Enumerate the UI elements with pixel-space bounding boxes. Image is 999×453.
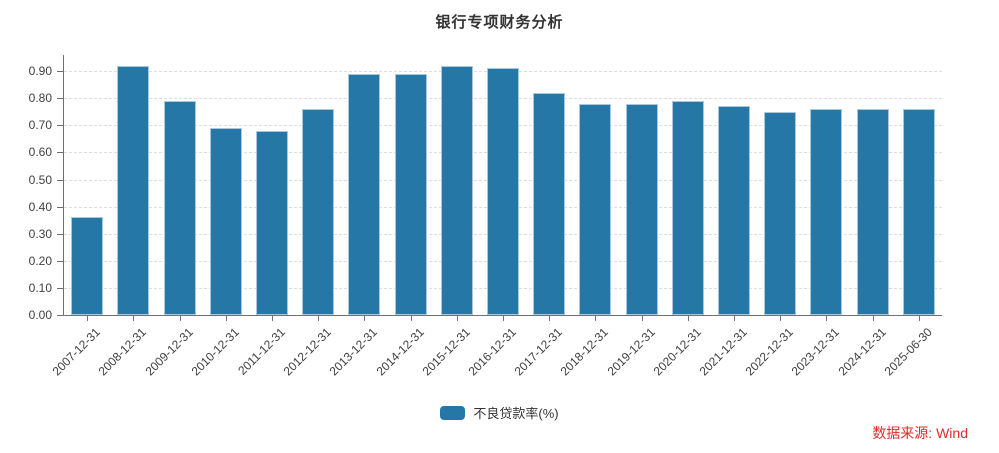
- x-axis-tick: [918, 316, 920, 321]
- x-axis-tick-label: 2009-12-31: [142, 325, 196, 379]
- data-source-label: 数据来源: Wind: [872, 425, 968, 441]
- bar-2019-12-31[interactable]: [625, 103, 658, 315]
- x-axis-tick: [595, 316, 597, 321]
- y-axis-tick-label: 0.40: [28, 199, 52, 214]
- bar-2013-12-31[interactable]: [348, 73, 381, 315]
- x-axis-tick-label: 2008-12-31: [95, 325, 150, 379]
- x-axis-tick-label: 2015-12-31: [419, 325, 473, 379]
- legend-swatch-icon: [440, 405, 466, 420]
- y-axis-tick: [57, 71, 63, 73]
- y-axis-tick-label: 0.90: [28, 64, 52, 79]
- y-axis-tick-label: 0.80: [28, 91, 52, 106]
- x-axis-tick: [549, 316, 551, 321]
- x-axis-tick-label: 2022-12-31: [742, 325, 797, 379]
- x-axis-tick-label: 2019-12-31: [604, 325, 658, 379]
- bar-2025-06-30[interactable]: [902, 109, 935, 315]
- x-axis-tick: [179, 316, 181, 321]
- x-axis-tick: [225, 316, 227, 321]
- x-axis-tick: [872, 316, 874, 321]
- bar-2016-12-31[interactable]: [487, 68, 519, 315]
- legend-label: 不良贷款率(%): [473, 406, 559, 421]
- x-axis-tick: [364, 316, 366, 321]
- bar-2007-12-31[interactable]: [71, 217, 104, 315]
- x-axis-tick: [734, 316, 736, 321]
- x-axis-tick: [133, 316, 135, 321]
- chart-title: 银行专项财务分析: [435, 14, 564, 31]
- x-axis-tick-label: 2007-12-31: [49, 325, 103, 379]
- y-axis-tick: [57, 233, 63, 235]
- y-axis-tick: [57, 98, 63, 100]
- y-axis-tick-label: 0.00: [28, 308, 52, 322]
- y-axis-tick: [57, 287, 63, 289]
- y-axis-tick: [57, 125, 63, 127]
- y-axis-tick: [57, 206, 63, 208]
- y-axis-tick: [57, 152, 63, 154]
- legend: 不良贷款率(%): [0, 403, 999, 422]
- bar-2011-12-31[interactable]: [255, 130, 288, 315]
- x-axis-tick: [318, 316, 320, 321]
- bar-2017-12-31[interactable]: [533, 92, 566, 315]
- x-axis-tick: [780, 316, 782, 321]
- plot-area: 0.00 0.10 0.20 0.30 0.40 0.50 0.60 0.70 0.80 0.90…: [29, 55, 942, 378]
- bar-2018-12-31[interactable]: [579, 103, 612, 315]
- x-axis-tick-label: 2018-12-31: [557, 325, 612, 379]
- x-axis-tick-label: 2023-12-31: [789, 325, 843, 379]
- x-axis-tick-label: 2025-06-30: [881, 325, 935, 379]
- y-axis-line: [63, 55, 64, 315]
- x-axis-line: [63, 315, 942, 316]
- x-axis-tick-label: 2013-12-31: [326, 325, 381, 379]
- y-axis-tick: [57, 179, 63, 181]
- bar-2024-12-31[interactable]: [856, 109, 889, 315]
- bar-2014-12-31[interactable]: [394, 73, 427, 315]
- x-axis-tick-label: 2020-12-31: [650, 325, 704, 379]
- x-axis-tick-label: 2011-12-31: [235, 325, 288, 378]
- y-axis-tick-label: 0.20: [28, 253, 52, 268]
- x-axis-tick: [271, 316, 273, 321]
- y-axis-tick-label: 0.70: [28, 118, 52, 133]
- bar-2023-12-31[interactable]: [810, 109, 843, 315]
- x-axis-tick-label: 2010-12-31: [188, 325, 242, 379]
- x-axis-tick-label: 2017-12-31: [511, 325, 566, 379]
- x-axis-tick-label: 2016-12-31: [465, 325, 519, 379]
- y-axis-tick: [57, 260, 63, 262]
- bar-2015-12-31[interactable]: [440, 65, 473, 315]
- x-axis-tick: [410, 316, 412, 321]
- x-axis-tick: [456, 316, 458, 321]
- y-axis-tick-label: 0.60: [28, 145, 52, 160]
- x-axis-tick-label: 2012-12-31: [280, 325, 335, 379]
- x-axis-tick: [687, 316, 689, 321]
- bar-2012-12-31[interactable]: [302, 109, 335, 315]
- y-axis-tick-label: 0.30: [28, 226, 52, 241]
- x-axis-tick: [826, 316, 828, 321]
- x-axis-tick: [503, 316, 504, 321]
- bar-2008-12-31[interactable]: [117, 65, 150, 315]
- bar-2020-12-31[interactable]: [671, 100, 704, 315]
- bar-2009-12-31[interactable]: [163, 100, 196, 315]
- x-axis-tick-label: 2024-12-31: [835, 325, 889, 379]
- bar-2022-12-31[interactable]: [764, 111, 797, 315]
- y-axis-tick-label: 0.50: [28, 172, 52, 187]
- x-axis-tick-label: 2014-12-31: [373, 325, 427, 379]
- bar-2021-12-31[interactable]: [718, 106, 751, 315]
- x-axis-tick-label: 2021-12-31: [696, 325, 750, 379]
- bar-2010-12-31[interactable]: [209, 128, 242, 315]
- x-axis-tick: [87, 316, 89, 321]
- x-axis-tick: [641, 316, 643, 321]
- y-axis-tick: [57, 315, 63, 316]
- y-axis-tick-label: 0.10: [28, 280, 52, 295]
- legend-item[interactable]: 不良贷款率(%): [440, 403, 559, 422]
